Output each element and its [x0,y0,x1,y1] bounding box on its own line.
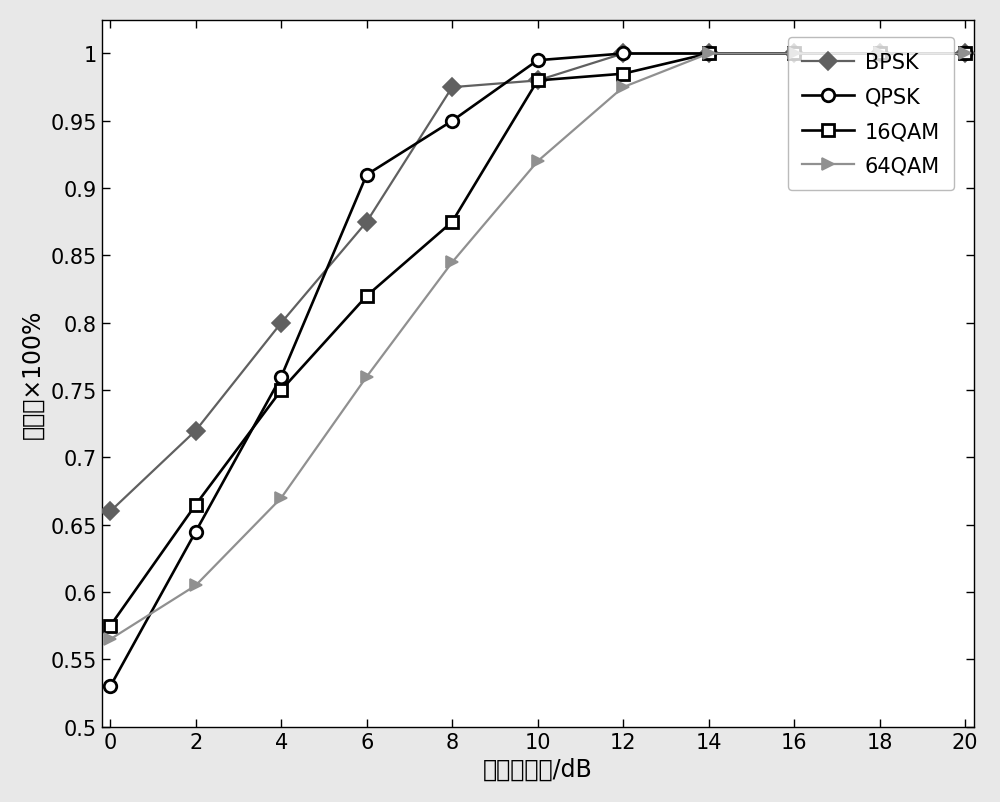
64QAM [104,634,116,644]
64QAM [788,50,800,59]
BPSK [703,50,715,59]
Line: QPSK: QPSK [104,48,971,693]
16QAM [190,500,202,510]
BPSK [874,50,886,59]
BPSK [617,50,629,59]
BPSK [788,50,800,59]
QPSK [703,50,715,59]
64QAM [532,157,544,167]
16QAM [788,50,800,59]
16QAM [361,292,373,302]
16QAM [959,50,971,59]
BPSK [104,507,116,516]
QPSK [788,50,800,59]
BPSK [446,83,458,93]
16QAM [446,217,458,227]
QPSK [617,50,629,59]
64QAM [190,581,202,590]
64QAM [275,493,287,503]
QPSK [190,527,202,537]
16QAM [104,622,116,631]
BPSK [532,76,544,86]
BPSK [361,217,373,227]
64QAM [959,50,971,59]
BPSK [275,318,287,328]
BPSK [190,426,202,435]
Line: BPSK: BPSK [104,48,971,518]
64QAM [446,258,458,268]
Line: 16QAM: 16QAM [104,48,971,632]
BPSK [959,50,971,59]
QPSK [446,117,458,127]
Y-axis label: 识别率×100%: 识别率×100% [21,310,45,439]
16QAM [874,50,886,59]
64QAM [874,50,886,59]
Legend: BPSK, QPSK, 16QAM, 64QAM: BPSK, QPSK, 16QAM, 64QAM [788,38,954,191]
QPSK [275,372,287,382]
16QAM [703,50,715,59]
X-axis label: 广义信噪比/dB: 广义信噪比/dB [483,757,593,781]
16QAM [532,76,544,86]
16QAM [617,70,629,79]
QPSK [874,50,886,59]
QPSK [959,50,971,59]
QPSK [532,56,544,66]
QPSK [361,171,373,180]
64QAM [703,50,715,59]
Line: 64QAM: 64QAM [104,48,971,646]
QPSK [104,682,116,691]
64QAM [361,372,373,382]
16QAM [275,386,287,395]
64QAM [617,83,629,93]
